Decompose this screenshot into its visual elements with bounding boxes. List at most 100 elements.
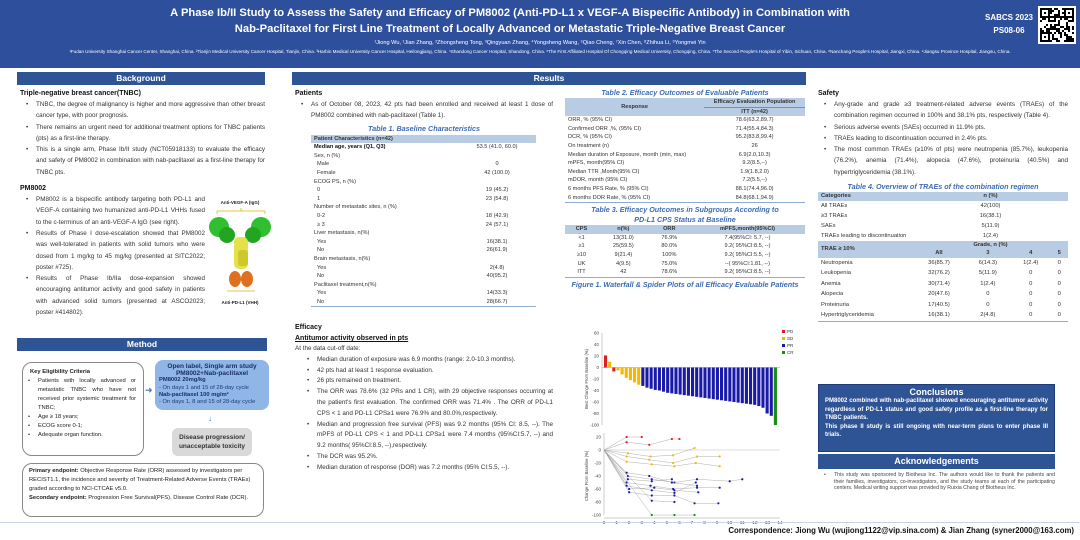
tnbc-bullets: TNBC, the degree of malignancy is higher… [20,99,265,178]
qr-module [1072,32,1074,34]
qr-module [1066,28,1068,30]
cell: 30(71.4) [928,280,950,287]
spider-line-pr [603,449,675,503]
row-value: 9.2(8.5,--) [742,160,767,167]
qr-module [1052,26,1054,28]
row-label: No [317,247,325,254]
spider-y-tick: -20 [594,461,601,466]
endpoints-box: Primary endpoint: Objective Response Rat… [22,463,264,517]
bullet-item: TNBC, the degree of malignancy is higher… [20,99,265,122]
qr-module [1040,14,1042,16]
cell: 4(9.5) [616,260,631,267]
cell: 16(38.1) [913,310,965,322]
table-row: UK 4(9.5) 75.0% --( 95%CI:1.81, --) [565,260,805,269]
legend-swatch-pr [782,344,785,347]
table2-col-response: Response [565,98,705,117]
waterfall-bar-pr [670,367,674,394]
arrow-right-icon: ➜ [145,385,153,395]
waterfall-bar-sd [616,367,620,371]
qr-module [1054,32,1056,34]
qr-module [1048,12,1050,14]
qr-module [1072,40,1074,42]
qr-module [1068,38,1070,40]
row-value: 16(38.1) [486,238,508,245]
qr-module [1056,30,1058,32]
qr-module [1048,38,1050,40]
spider-point-pr [628,491,631,494]
waterfall-bar-pr [657,367,661,391]
qr-module [1064,14,1066,16]
waterfall-bar-pr [699,367,703,398]
safety-bullets: Any-grade and grade ≥3 treatment-related… [818,99,1068,178]
table-row: On treatment (n) 26 [565,142,805,151]
waterfall-y-tick: -60 [592,400,599,405]
cell: 9(21.4) [614,251,633,258]
row-label: Brain metastasis, n(%) [314,255,371,262]
qr-module [1064,28,1066,30]
waterfall-bar-pr [645,367,649,388]
conclusions-p1: PM8002 combined with nab-paclitaxel show… [825,398,1048,422]
spider-point-pd [625,441,628,444]
spider-point-pr [741,478,744,481]
qr-module [1054,20,1056,22]
bullet-item: This is a single arm, Phase Ib/II study … [20,144,265,178]
qr-module [1050,10,1052,12]
row-label: 6 months PFS Rate, % (95% CI) [568,185,649,192]
qr-module [1040,34,1042,36]
spider-point-sd [672,461,675,465]
qr-module [1048,20,1050,22]
row-label: ≥3 TRAEs [821,212,848,219]
row-label: Proteinuria [821,301,850,308]
spider-y-tick: -40 [594,474,601,479]
waterfall-bar-pr [715,367,719,400]
qr-module [1050,40,1052,42]
row-label: ≥ 3 [317,221,325,228]
cell: 0 [1057,301,1061,308]
spider-line-pr [603,449,719,504]
spider-point-pr [625,484,628,487]
row-value: 28(66.7) [458,297,536,308]
row-value [458,203,536,212]
table-row: ECOG PS, n (%) [311,178,536,187]
qr-module [1046,40,1048,42]
trae-header: TRAE ≥ 10% [818,240,913,258]
qr-module [1054,8,1056,10]
qr-module [1064,10,1066,12]
spider-point-sd [625,460,628,463]
spider-y-tick: -80 [594,500,601,505]
waterfall-bar-pr [686,367,690,396]
spider-point-pd [670,437,673,441]
waterfall-bar-sd [608,361,612,368]
primary-endpoint-label: Primary endpoint: [29,468,79,474]
cell: 13(31.0) [612,234,634,241]
cell: 0 [1057,270,1061,277]
qr-module [1046,16,1048,18]
qr-module [1048,40,1050,42]
row-label: Anemia [821,280,841,287]
row-label: 1 [317,195,321,202]
figure-label-top: Anti-VEGF-A (IgG) [220,200,260,205]
acknowledgements-section: This study was sponsored by Biotheus Inc… [818,472,1055,492]
legend-label-pr: PR [787,343,794,348]
row-value [458,255,536,264]
row-value: 42 (100.0) [484,169,510,176]
spider-line-sd [603,449,720,464]
qr-module [1048,16,1050,18]
table-row: mPFS, month(95% CI) 9.2(8.5,--) [565,159,805,168]
grade-column: All [913,249,965,258]
row-label: Leukopenia [821,270,851,277]
legend-swatch-pd [782,330,785,333]
waterfall-y-tick: -40 [592,388,599,393]
qr-module [1048,8,1050,10]
cell: 0 [1050,310,1068,322]
bullet-item: Results of Phase Ib/IIa dose-expansion s… [20,273,205,318]
dose-2-schedule: - On days 1, 8 and 15 of 28-day cycle [159,399,256,406]
study-title-2: PM8002+Nab-paclitaxel [175,370,249,378]
conclusions-p2: This phase II study is still ongoing wit… [825,423,1048,439]
qr-module [1060,34,1062,36]
qr-module [1070,16,1072,18]
qr-code-icon[interactable] [1038,6,1076,44]
bullet-item: Adequate organ function. [22,431,136,440]
secondary-endpoint-label: Secondary endpoint: [29,495,87,501]
qr-module [1042,40,1044,42]
